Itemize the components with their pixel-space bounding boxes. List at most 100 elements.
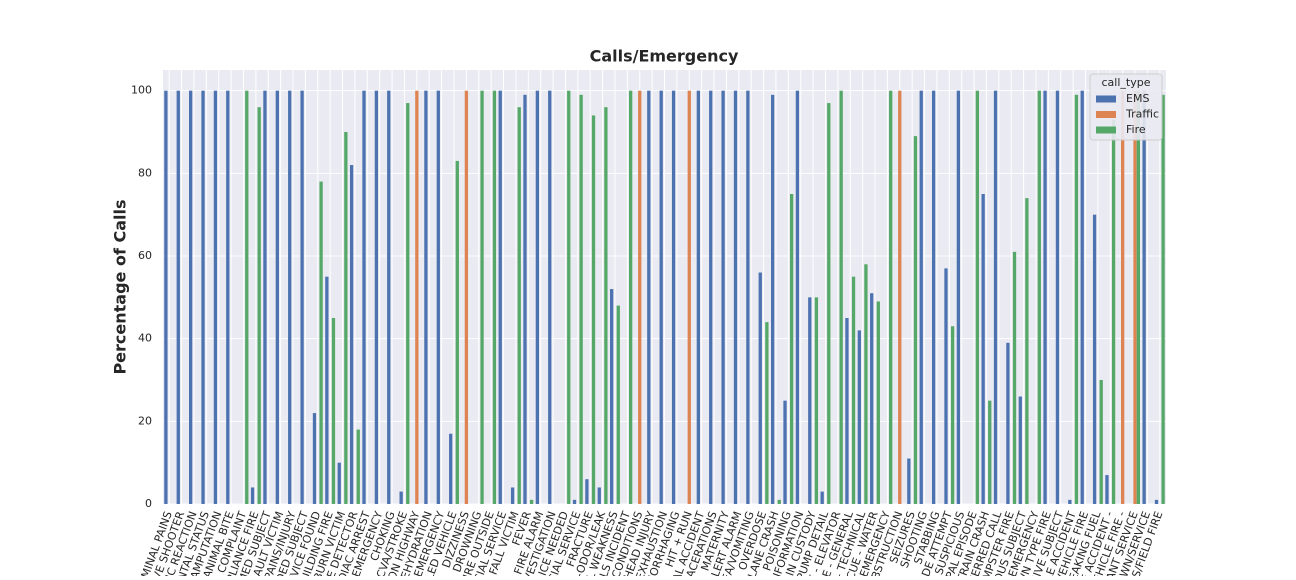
bar [424, 90, 428, 505]
bar [758, 272, 762, 504]
y-tick-label: 0 [145, 497, 152, 510]
bar [1068, 499, 1072, 504]
bar [464, 90, 469, 505]
bar [201, 90, 205, 505]
legend-label: EMS [1126, 92, 1149, 105]
bar [944, 268, 948, 504]
bar [319, 181, 323, 504]
bar [783, 400, 787, 504]
bar [597, 487, 601, 504]
bar [604, 107, 608, 504]
bar [1006, 342, 1010, 504]
bar [839, 90, 843, 505]
bar [919, 90, 923, 505]
bar [808, 297, 812, 504]
bar [1142, 90, 1146, 505]
bar [263, 90, 267, 505]
bar [523, 94, 527, 505]
legend-swatch [1096, 95, 1116, 103]
bar [1025, 198, 1029, 504]
bar [1105, 475, 1109, 504]
bar [415, 90, 419, 505]
bar [913, 136, 918, 504]
legend: call_type EMS Traffic Fire [1089, 73, 1163, 141]
bar [638, 90, 642, 505]
bar [189, 90, 193, 505]
bar [288, 90, 292, 505]
bar [535, 90, 540, 505]
y-axis-label: Percentage of Calls [111, 199, 130, 374]
bar [889, 90, 893, 505]
bar [1121, 90, 1125, 505]
bar [585, 479, 589, 504]
bar [548, 90, 552, 505]
bar [1080, 90, 1084, 505]
bar [907, 458, 911, 504]
bar [616, 305, 620, 504]
bar [257, 107, 261, 504]
grid [163, 70, 1166, 505]
bar [709, 90, 713, 505]
bar [300, 90, 304, 505]
bar [1043, 90, 1047, 505]
bar [956, 90, 961, 505]
bar [312, 413, 317, 504]
bars [164, 90, 1165, 505]
legend-label: Fire [1126, 123, 1146, 136]
bar [492, 90, 497, 505]
bar [770, 94, 775, 505]
bar [1161, 94, 1165, 505]
bar [931, 90, 936, 505]
y-tick-label: 40 [138, 332, 152, 345]
y-tick-label: 20 [138, 414, 152, 427]
bar [795, 90, 800, 505]
bar [387, 90, 391, 505]
bar [820, 491, 824, 504]
bar [1012, 251, 1017, 504]
bar [498, 90, 502, 505]
bar [696, 90, 700, 505]
bar [331, 318, 336, 504]
bar [399, 491, 403, 504]
bar [406, 103, 410, 505]
bar [733, 90, 738, 505]
bar [455, 160, 459, 504]
bar [851, 276, 856, 504]
y-tick-label: 60 [138, 249, 152, 262]
bar [721, 90, 725, 505]
bar [993, 90, 998, 505]
bar [687, 90, 691, 505]
bar [870, 293, 874, 504]
bar [449, 433, 453, 504]
bar [864, 264, 868, 504]
bar [245, 90, 249, 505]
bar [374, 90, 379, 505]
legend-label: Traffic [1125, 108, 1159, 121]
bar [814, 297, 819, 504]
bar [529, 499, 534, 504]
bar [1154, 499, 1159, 504]
bar [746, 90, 750, 505]
bar [1018, 396, 1022, 504]
bar [176, 90, 180, 505]
legend-title: call_type [1102, 76, 1151, 89]
bar [510, 487, 515, 504]
bar [1111, 119, 1116, 504]
bar [671, 90, 676, 505]
bar [857, 330, 861, 504]
bar [981, 194, 985, 504]
legend-swatch [1096, 126, 1116, 134]
bar [226, 90, 230, 505]
bar [1136, 90, 1140, 505]
bar [1092, 214, 1097, 504]
bar [777, 499, 781, 504]
bar [349, 165, 354, 505]
y-tick-label: 100 [131, 84, 152, 97]
bar [789, 194, 794, 504]
bar [950, 326, 955, 504]
bar [1133, 90, 1137, 505]
bar [898, 90, 902, 505]
bar [1037, 90, 1041, 505]
bar [572, 499, 577, 504]
